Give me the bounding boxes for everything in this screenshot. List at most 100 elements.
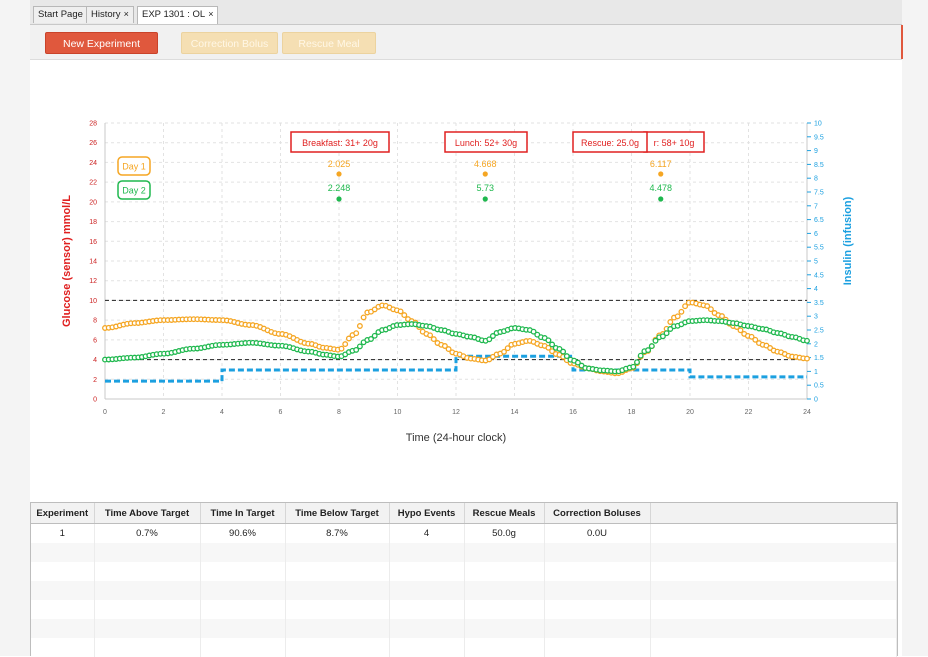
- x-tick-label: 10: [394, 409, 402, 416]
- cell-rescue-meals: 50.0g: [464, 524, 544, 544]
- cell-empty: [650, 562, 897, 581]
- close-icon[interactable]: ×: [124, 9, 129, 19]
- cell-empty: [650, 619, 897, 638]
- y-tick-label-right: 9: [814, 148, 818, 155]
- y-tick-label-right: 10: [814, 121, 822, 128]
- data-point: [432, 337, 437, 342]
- cell-empty: [389, 638, 464, 657]
- cell-empty: [464, 562, 544, 581]
- cell-filler: [650, 524, 897, 544]
- cell-empty: [389, 543, 464, 562]
- y-tick-label-left: 10: [89, 298, 97, 305]
- column-header-experiment[interactable]: Experiment: [31, 503, 94, 524]
- column-header-time-below-target[interactable]: Time Below Target: [285, 503, 389, 524]
- y-tick-label-right: 3.5: [814, 300, 824, 307]
- day1-bolus-value: 2.025: [328, 159, 351, 169]
- y-tick-label-right: 7.5: [814, 190, 824, 197]
- cell-empty: [200, 600, 285, 619]
- x-tick-label: 16: [569, 409, 577, 416]
- tab-experiment[interactable]: EXP 1301 : OL×: [137, 6, 218, 24]
- table-row-empty: [31, 619, 897, 638]
- column-header-rescue-meals[interactable]: Rescue Meals: [464, 503, 544, 524]
- tab-bar: Start Page History× EXP 1301 : OL×: [30, 0, 902, 25]
- y-tick-label-right: 0.5: [814, 383, 824, 390]
- y-tick-label-left: 16: [89, 239, 97, 246]
- y-tick-label-right: 6: [814, 231, 818, 238]
- data-point: [679, 310, 684, 315]
- cell-hypo-events: 4: [389, 524, 464, 544]
- data-point: [635, 360, 640, 365]
- y-tick-label-right: 3: [814, 314, 818, 321]
- y-tick-label-left: 6: [93, 337, 97, 344]
- cell-empty: [285, 638, 389, 657]
- toolbar: New Experiment Correction Bolus Rescue M…: [30, 25, 902, 60]
- x-axis-title: Time (24-hour clock): [406, 432, 506, 444]
- data-point: [402, 313, 407, 318]
- table-header-row: Experiment Time Above Target Time In Tar…: [31, 503, 897, 524]
- cell-empty: [200, 581, 285, 600]
- x-tick-label: 14: [511, 409, 519, 416]
- column-header-time-above-target[interactable]: Time Above Target: [94, 503, 200, 524]
- cell-empty: [94, 619, 200, 638]
- y-tick-label-left: 20: [89, 199, 97, 206]
- table-row-empty: [31, 638, 897, 657]
- cell-empty: [31, 562, 94, 581]
- y-tick-label-right: 9.5: [814, 134, 824, 141]
- cell-empty: [389, 619, 464, 638]
- cell-empty: [650, 638, 897, 657]
- data-point: [675, 314, 680, 319]
- y-tick-label-right: 5: [814, 259, 818, 266]
- data-point: [709, 307, 714, 312]
- cell-empty: [285, 600, 389, 619]
- table-row[interactable]: 1 0.7% 90.6% 8.7% 4 50.0g 0.0U: [31, 524, 897, 544]
- close-icon[interactable]: ×: [208, 9, 213, 19]
- correction-bolus-button[interactable]: Correction Bolus: [181, 32, 278, 54]
- data-point: [668, 320, 673, 325]
- cell-empty: [285, 543, 389, 562]
- cell-empty: [464, 638, 544, 657]
- tab-label: EXP 1301 : OL: [142, 9, 205, 20]
- column-header-hypo-events[interactable]: Hypo Events: [389, 503, 464, 524]
- tab-history[interactable]: History×: [86, 6, 134, 23]
- y-tick-label-right: 4.5: [814, 272, 824, 279]
- cell-empty: [200, 619, 285, 638]
- column-header-correction-boluses[interactable]: Correction Boluses: [544, 503, 650, 524]
- meal-annotation-label: Lunch: 52+ 30g: [455, 138, 517, 148]
- day2-bolus-value: 5.73: [476, 183, 494, 193]
- right-panel-strip: [902, 0, 928, 656]
- cell-empty: [389, 562, 464, 581]
- data-point: [650, 344, 655, 349]
- y-tick-label-right: 6.5: [814, 217, 824, 224]
- cell-correction-boluses: 0.0U: [544, 524, 650, 544]
- tab-start-page[interactable]: Start Page: [33, 6, 88, 23]
- y-tick-label-right: 7: [814, 203, 818, 210]
- rescue-meal-button[interactable]: Rescue Meal: [282, 32, 376, 54]
- day1-bolus-marker: [658, 171, 663, 176]
- cell-empty: [200, 543, 285, 562]
- cell-empty: [31, 600, 94, 619]
- table-row-empty: [31, 581, 897, 600]
- meal-annotation-label: r: 58+ 10g: [654, 138, 695, 148]
- cell-empty: [285, 581, 389, 600]
- day1-bolus-marker: [336, 171, 341, 176]
- x-tick-label: 8: [337, 409, 341, 416]
- column-header-time-in-target[interactable]: Time In Target: [200, 503, 285, 524]
- day2-bolus-value: 2.248: [328, 183, 351, 193]
- data-point: [561, 349, 566, 354]
- data-point: [358, 344, 363, 349]
- cell-empty: [464, 600, 544, 619]
- y-tick-label-right: 8.5: [814, 162, 824, 169]
- y-tick-label-left: 18: [89, 219, 97, 226]
- x-tick-label: 22: [745, 409, 753, 416]
- table-row-empty: [31, 543, 897, 562]
- data-point: [428, 333, 433, 338]
- new-experiment-button[interactable]: New Experiment: [45, 32, 158, 54]
- cell-time-above-target: 0.7%: [94, 524, 200, 544]
- cell-empty: [650, 543, 897, 562]
- y-tick-label-left: 12: [89, 278, 97, 285]
- meal-annotation-label: Rescue: 25.0g: [581, 138, 639, 148]
- cell-empty: [544, 638, 650, 657]
- y-tick-label-left: 0: [93, 397, 97, 404]
- day2-bolus-marker: [336, 196, 341, 201]
